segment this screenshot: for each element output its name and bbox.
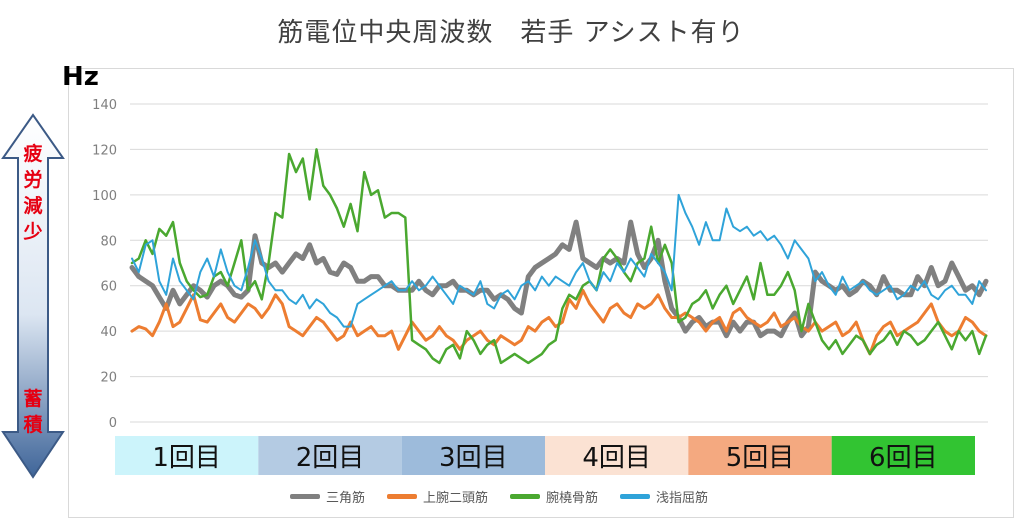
- legend-label: 腕橈骨筋: [546, 491, 599, 506]
- legend-swatch: [387, 494, 418, 499]
- y-tick-label: 140: [92, 98, 117, 113]
- series-line: [129, 219, 989, 339]
- arrow-bottom-label: 蓄積: [23, 387, 42, 436]
- y-tick-label: 100: [92, 189, 117, 204]
- legend-swatch: [620, 494, 651, 499]
- chart-legend: 三角筋 上腕二頭筋 腕橈骨筋 浅指屈筋: [290, 487, 708, 506]
- series-line: [130, 148, 988, 365]
- chart-frame: [68, 68, 1014, 518]
- legend-item: 腕橈骨筋: [510, 487, 598, 506]
- legend-item: 浅指屈筋: [620, 487, 708, 506]
- segment-label: 5回目: [726, 443, 795, 473]
- segment-band: [545, 436, 689, 475]
- segment-label: 3回目: [439, 443, 508, 473]
- arrow-top-label: 疲労減少: [22, 142, 42, 243]
- legend-label: 上腕二頭筋: [423, 491, 489, 506]
- segment-label: 2回目: [296, 443, 365, 473]
- legend-swatch: [510, 494, 541, 499]
- legend-item: 三角筋: [290, 487, 365, 506]
- y-tick-label: 80: [100, 234, 117, 249]
- segment-band: [401, 436, 545, 475]
- segment-label: 1回目: [152, 443, 221, 473]
- legend-swatch: [290, 494, 320, 499]
- legend-item: 上腕二頭筋: [387, 487, 488, 506]
- y-tick-label: 40: [100, 325, 117, 340]
- fatigue-arrow: 疲労減少 蓄積: [1, 113, 65, 479]
- y-tick-label: 20: [100, 371, 117, 386]
- segment-band: [258, 436, 402, 475]
- chart-title: 筋電位中央周波数 若手 アシスト有り: [277, 18, 745, 48]
- y-tick-label: 60: [100, 280, 117, 295]
- segment-band: [831, 436, 975, 475]
- y-tick-label: 0: [109, 416, 117, 431]
- series-line: [131, 193, 987, 328]
- segment-label: 4回目: [582, 443, 651, 473]
- segment-label: 6回目: [869, 443, 938, 473]
- segment-band: [115, 436, 259, 475]
- legend-label: 浅指屈筋: [656, 491, 709, 506]
- segment-band: [688, 436, 832, 475]
- y-axis-unit: Hz: [62, 62, 99, 92]
- y-tick-label: 120: [92, 143, 117, 158]
- legend-label: 三角筋: [326, 491, 366, 506]
